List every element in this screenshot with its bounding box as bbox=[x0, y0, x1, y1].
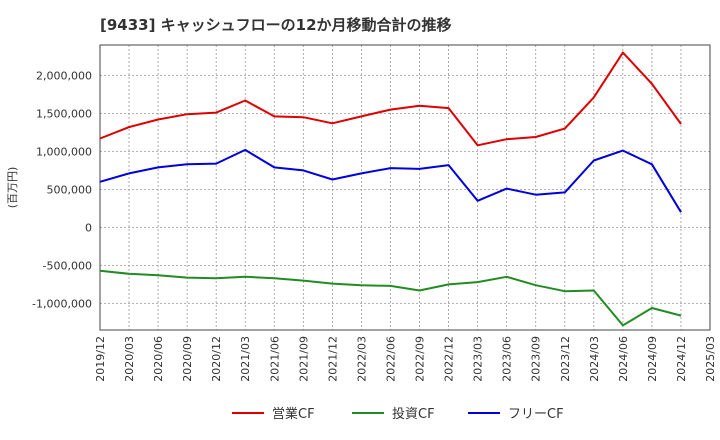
x-tick-label: 2024/06 bbox=[617, 336, 630, 382]
x-tick-label: 2024/09 bbox=[646, 336, 659, 382]
x-tick-label: 2025/03 bbox=[704, 336, 717, 382]
x-tick-label: 2023/12 bbox=[559, 336, 572, 382]
x-tick-label: 2021/12 bbox=[326, 336, 339, 382]
y-tick-label: 1,500,000 bbox=[36, 107, 92, 120]
x-tick-label: 2020/12 bbox=[210, 336, 223, 382]
x-tick-label: 2020/09 bbox=[181, 336, 194, 382]
x-tick-label: 2020/03 bbox=[123, 336, 136, 382]
x-tick-label: 2022/06 bbox=[384, 336, 397, 382]
legend-label: 投資CF bbox=[392, 406, 435, 422]
x-tick-label: 2020/06 bbox=[152, 336, 165, 382]
x-tick-label: 2024/03 bbox=[588, 336, 601, 382]
x-tick-label: 2019/12 bbox=[94, 336, 107, 382]
x-tick-label: 2023/09 bbox=[530, 336, 543, 382]
x-tick-label: 2022/12 bbox=[443, 336, 456, 382]
y-tick-label: 500,000 bbox=[47, 183, 93, 196]
plot-area-frame bbox=[99, 44, 711, 331]
legend-label: フリーCF bbox=[508, 407, 564, 422]
series-line-3 bbox=[99, 148, 682, 213]
y-tick-label: 0 bbox=[85, 221, 92, 234]
chart-title: [9433] キャッシュフローの12か月移動合計の推移 bbox=[100, 16, 452, 34]
x-tick-label: 2024/12 bbox=[675, 336, 688, 382]
y-axis-label: (百万円) bbox=[6, 167, 19, 209]
x-tick-label: 2021/06 bbox=[268, 336, 281, 382]
x-tick-label: 2021/09 bbox=[297, 336, 310, 382]
y-tick-label: -500,000 bbox=[43, 259, 92, 272]
y-tick-label: 2,000,000 bbox=[36, 69, 92, 82]
x-tick-label: 2023/06 bbox=[501, 336, 514, 382]
y-tick-label: 1,000,000 bbox=[36, 145, 92, 158]
x-tick-label: 2022/09 bbox=[414, 336, 427, 382]
x-tick-label: 2022/03 bbox=[355, 336, 368, 382]
series-line-2 bbox=[99, 269, 682, 327]
y-tick-label: -1,000,000 bbox=[32, 297, 92, 310]
legend-label: 営業CF bbox=[272, 406, 315, 422]
x-tick-label: 2021/03 bbox=[239, 336, 252, 382]
x-tick-label: 2023/03 bbox=[472, 336, 485, 382]
series-line-1 bbox=[99, 51, 682, 147]
